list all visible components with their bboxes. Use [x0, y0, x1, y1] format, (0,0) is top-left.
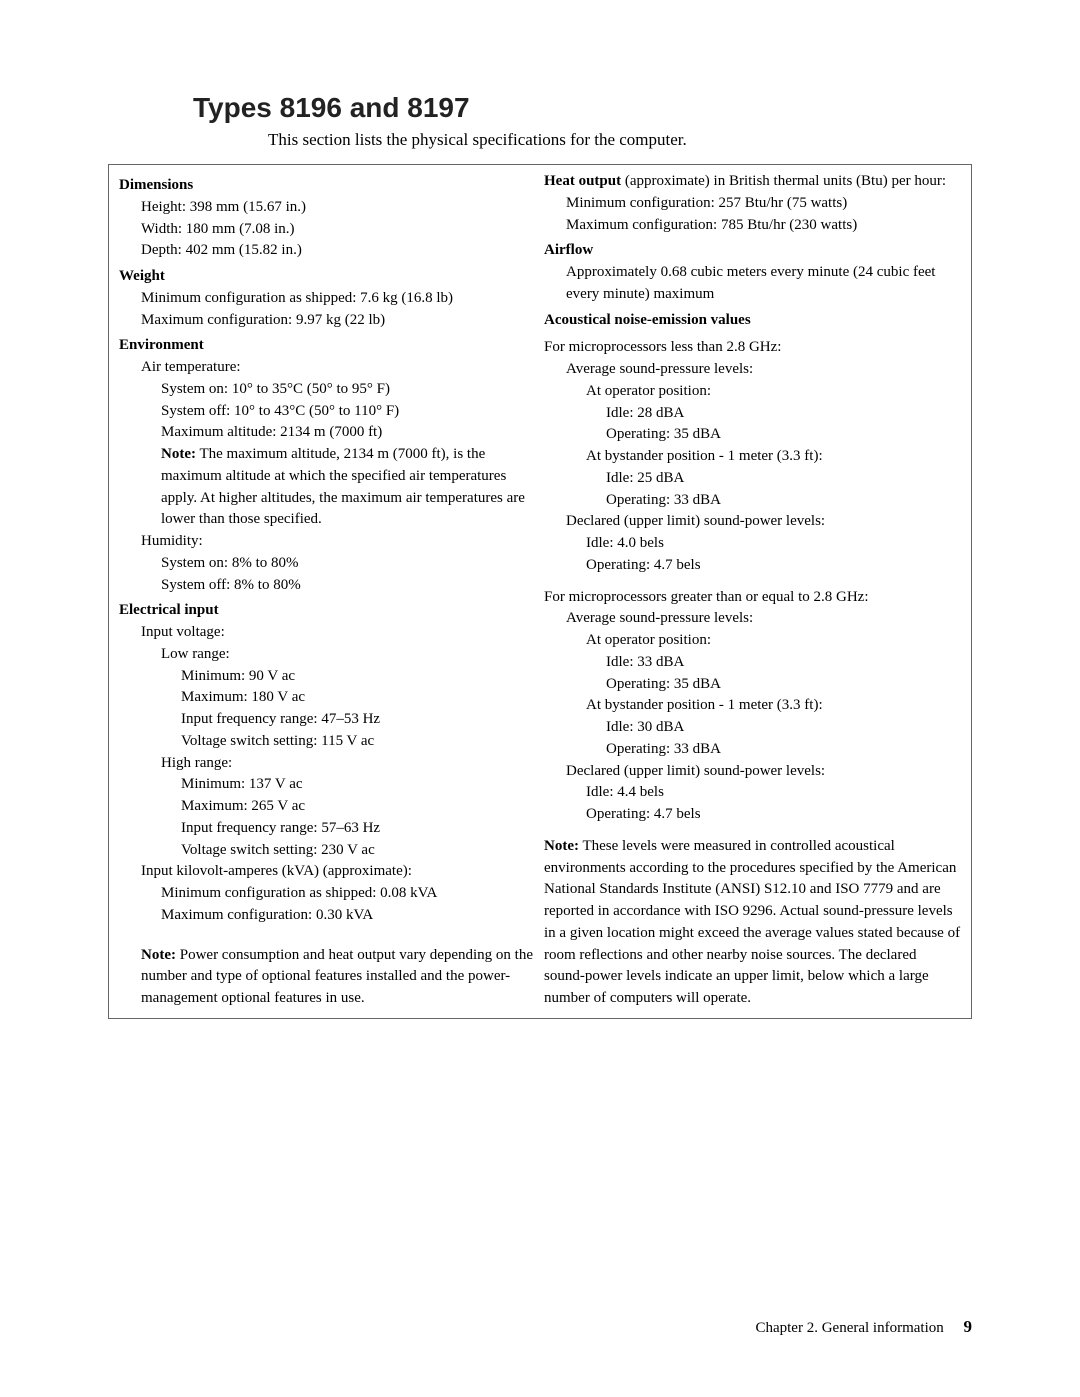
- power-note: Note: Power consumption and heat output …: [141, 945, 536, 1010]
- op-pos-1: At operator position:: [586, 381, 961, 403]
- kva-max: Maximum configuration: 0.30 kVA: [161, 905, 536, 927]
- lt-op-idle: Idle: 28 dBA: [606, 403, 961, 425]
- ge-dec-oper: Operating: 4.7 bels: [586, 804, 961, 826]
- env-system-on: System on: 10° to 35°C (50° to 95° F): [161, 379, 536, 401]
- ge-by-oper: Operating: 33 dBA: [606, 739, 961, 761]
- weight-max: Maximum configuration: 9.97 kg (22 lb): [141, 310, 536, 332]
- dim-height: Height: 398 mm (15.67 in.): [141, 197, 536, 219]
- env-max-alt: Maximum altitude: 2134 m (7000 ft): [161, 422, 536, 444]
- op-pos-2: At operator position:: [586, 630, 961, 652]
- env-system-off: System off: 10° to 43°C (50° to 110° F): [161, 401, 536, 423]
- heat-head-tail: (approximate) in British thermal units (…: [621, 173, 946, 189]
- lt-dec-oper: Operating: 4.7 bels: [586, 555, 961, 577]
- high-switch: Voltage switch setting: 230 V ac: [181, 840, 536, 862]
- low-freq: Input frequency range: 47–53 Hz: [181, 709, 536, 731]
- high-freq: Input frequency range: 57–63 Hz: [181, 818, 536, 840]
- heat-min: Minimum configuration: 257 Btu/hr (75 wa…: [566, 193, 961, 215]
- ge-by-idle: Idle: 30 dBA: [606, 717, 961, 739]
- left-column: Dimensions Height: 398 mm (15.67 in.) Wi…: [115, 171, 540, 1010]
- low-switch: Voltage switch setting: 115 V ac: [181, 731, 536, 753]
- env-alt-note-text: The maximum altitude, 2134 m (7000 ft), …: [161, 446, 525, 527]
- ge-op-oper: Operating: 35 dBA: [606, 674, 961, 696]
- by-pos-1: At bystander position - 1 meter (3.3 ft)…: [586, 446, 961, 468]
- weight-head: Weight: [119, 266, 536, 288]
- footer-chapter: Chapter 2. General information: [755, 1320, 943, 1336]
- airflow-head: Airflow: [544, 240, 961, 262]
- high-min: Minimum: 137 V ac: [181, 774, 536, 796]
- high-range: High range:: [161, 753, 536, 775]
- ge28-label: For microprocessors greater than or equa…: [544, 587, 961, 609]
- ge-op-idle: Idle: 33 dBA: [606, 652, 961, 674]
- spec-table: Dimensions Height: 398 mm (15.67 in.) Wi…: [108, 164, 972, 1019]
- note-label: Note:: [161, 446, 196, 462]
- low-range: Low range:: [161, 644, 536, 666]
- kva-label: Input kilovolt-amperes (kVA) (approximat…: [141, 861, 536, 883]
- intro-text: This section lists the physical specific…: [268, 130, 972, 150]
- power-note-text: Power consumption and heat output vary d…: [141, 947, 533, 1007]
- note-label: Note:: [141, 947, 176, 963]
- acoustic-head: Acoustical noise-emission values: [544, 310, 961, 332]
- input-voltage: Input voltage:: [141, 622, 536, 644]
- page-footer: Chapter 2. General information 9: [755, 1317, 972, 1337]
- lt-by-idle: Idle: 25 dBA: [606, 468, 961, 490]
- page: Types 8196 and 8197 This section lists t…: [0, 0, 1080, 1397]
- airflow-text: Approximately 0.68 cubic meters every mi…: [566, 262, 961, 306]
- low-min: Minimum: 90 V ac: [181, 666, 536, 688]
- weight-min: Minimum configuration as shipped: 7.6 kg…: [141, 288, 536, 310]
- lt-by-oper: Operating: 33 dBA: [606, 490, 961, 512]
- lt28-label: For microprocessors less than 2.8 GHz:: [544, 337, 961, 359]
- env-alt-note: Note: The maximum altitude, 2134 m (7000…: [161, 444, 536, 531]
- kva-min: Minimum configuration as shipped: 0.08 k…: [161, 883, 536, 905]
- acoustic-note: Note: These levels were measured in cont…: [544, 836, 961, 1010]
- dimensions-head: Dimensions: [119, 175, 536, 197]
- note-label: Note:: [544, 838, 579, 854]
- ge-dec-idle: Idle: 4.4 bels: [586, 782, 961, 804]
- declared-2: Declared (upper limit) sound-power level…: [566, 761, 961, 783]
- hum-off: System off: 8% to 80%: [161, 575, 536, 597]
- avg-sp-2: Average sound-pressure levels:: [566, 608, 961, 630]
- electrical-head: Electrical input: [119, 600, 536, 622]
- low-max: Maximum: 180 V ac: [181, 687, 536, 709]
- acoustic-note-text: These levels were measured in controlled…: [544, 838, 960, 1006]
- right-column: Heat output (approximate) in British the…: [540, 171, 965, 1010]
- humidity-label: Humidity:: [141, 531, 536, 553]
- page-title: Types 8196 and 8197: [193, 92, 972, 124]
- lt-dec-idle: Idle: 4.0 bels: [586, 533, 961, 555]
- environment-head: Environment: [119, 335, 536, 357]
- footer-page-number: 9: [964, 1317, 973, 1336]
- heat-max: Maximum configuration: 785 Btu/hr (230 w…: [566, 215, 961, 237]
- declared-1: Declared (upper limit) sound-power level…: [566, 511, 961, 533]
- heat-head-line: Heat output (approximate) in British the…: [544, 171, 961, 193]
- by-pos-2: At bystander position - 1 meter (3.3 ft)…: [586, 695, 961, 717]
- air-temp-label: Air temperature:: [141, 357, 536, 379]
- avg-sp-1: Average sound-pressure levels:: [566, 359, 961, 381]
- high-max: Maximum: 265 V ac: [181, 796, 536, 818]
- dim-depth: Depth: 402 mm (15.82 in.): [141, 240, 536, 262]
- lt-op-oper: Operating: 35 dBA: [606, 424, 961, 446]
- hum-on: System on: 8% to 80%: [161, 553, 536, 575]
- heat-head: Heat output: [544, 173, 621, 189]
- dim-width: Width: 180 mm (7.08 in.): [141, 219, 536, 241]
